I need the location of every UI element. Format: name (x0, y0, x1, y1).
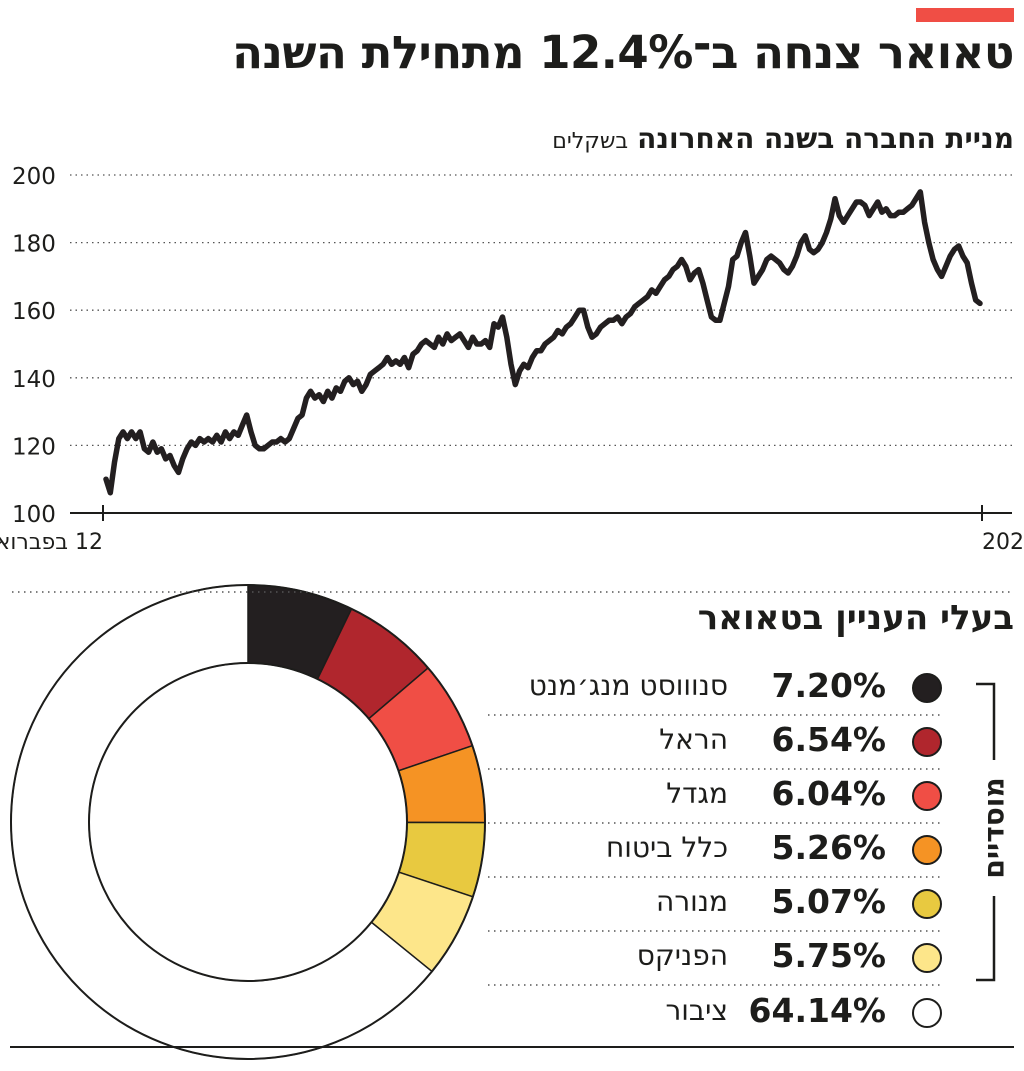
y-tick-label: 140 (12, 367, 56, 393)
legend-label: כלל ביטוח (605, 831, 728, 864)
legend-label: סנוווסט מנג׳מנט (528, 669, 728, 702)
legend-label: הפניקס (636, 939, 728, 972)
legend-label: הראל (659, 723, 728, 756)
legend-label: מגדל (666, 777, 728, 810)
legend-percent: 6.54% (771, 720, 887, 759)
legend-percent: 6.04% (771, 774, 887, 813)
legend-swatch (912, 781, 942, 811)
line-chart: 100 120 140 160 180 200 12 בפברואר 2024 12 בפבר… (0, 164, 1024, 555)
legend-swatch (912, 673, 942, 703)
donut-inner-ring (88, 662, 408, 982)
institutions-bracket (976, 682, 996, 982)
legend-decor (10, 591, 1014, 1048)
donut-outer-ring (10, 584, 486, 1060)
page-title: טאואר צנחה ב־12.4% מתחילת השנה (232, 26, 1014, 79)
chart-subtitle-unit: בשקלים (552, 129, 629, 154)
price-line (103, 189, 983, 496)
y-tick-label: 120 (12, 434, 56, 460)
accent-bar (916, 8, 1014, 22)
legend-percent: 7.20% (771, 666, 887, 705)
y-tick-label: 100 (12, 502, 56, 528)
chart-subtitle: מניית החברה בשנה האחרונה בשקלים (552, 122, 1014, 155)
holders-section-title: בעלי העניין בטאואר (697, 598, 1014, 638)
legend-swatch (912, 727, 942, 757)
legend-label: ציבור (665, 994, 729, 1027)
legend-percent: 5.75% (771, 936, 887, 975)
y-tick-label: 160 (12, 299, 56, 325)
legend-label: מנורה (656, 885, 728, 918)
donut-chart (10, 584, 486, 1060)
legend-percent: 5.26% (771, 828, 887, 867)
institutions-group-label: מוסדיים (977, 777, 1011, 879)
legend-percent: 5.07% (771, 882, 887, 921)
legend-swatch (912, 998, 942, 1028)
legend-percent: 64.14% (748, 991, 886, 1030)
y-tick-label: 180 (12, 232, 56, 258)
x-tick-label: 12 בפברואר 2024 (0, 530, 103, 555)
legend-swatch (912, 835, 942, 865)
x-tick-label: 12 בפברואר 2025 (982, 530, 1024, 555)
chart-subtitle-main: מניית החברה בשנה האחרונה (637, 122, 1014, 155)
y-tick-label: 200 (12, 164, 56, 190)
legend-swatch (912, 889, 942, 919)
legend-swatch (912, 943, 942, 973)
